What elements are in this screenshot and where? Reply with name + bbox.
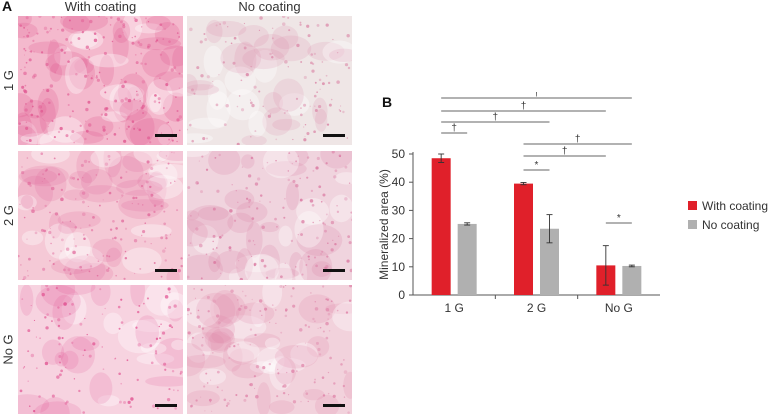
row-header-1g: 1 G — [0, 70, 16, 91]
error-bar — [464, 222, 471, 226]
error-bar — [520, 182, 527, 186]
row-header-nog: No G — [0, 334, 16, 365]
scale-bar — [323, 269, 345, 272]
row-header-2g: 2 G — [0, 205, 16, 226]
error-bar — [628, 264, 635, 268]
micrograph-1g-with-coating — [18, 16, 183, 145]
panel-b-label: B — [382, 94, 393, 110]
legend-swatch — [688, 220, 697, 229]
bar — [622, 265, 642, 295]
micrograph-nog-with-coating — [18, 285, 183, 414]
column-header-no-coating: No coating — [238, 0, 301, 14]
y-tick-label: 20 — [392, 232, 406, 246]
y-tick-label: 50 — [392, 147, 406, 161]
scale-bar — [323, 134, 345, 137]
y-axis-label: Mineralized area (%) — [377, 169, 391, 280]
y-tick-label: 10 — [392, 260, 406, 274]
significance-marker: † — [575, 134, 581, 145]
error-bar — [602, 245, 609, 286]
micrograph-2g-with-coating — [18, 151, 183, 280]
x-tick-label: No G — [605, 301, 633, 315]
significance-marker: † — [562, 146, 568, 157]
x-tick-label: 2 G — [527, 301, 546, 315]
panel-a-label: A — [2, 0, 13, 14]
error-bar — [438, 153, 445, 163]
legend-swatch — [688, 201, 697, 210]
y-tick-label: 40 — [392, 175, 406, 189]
scale-bar — [155, 269, 177, 272]
scale-bar — [155, 404, 177, 407]
bar — [540, 228, 559, 295]
y-tick-label: 0 — [398, 288, 405, 302]
column-header-with-coating: With coating — [64, 0, 137, 14]
micrograph-1g-no-coating — [187, 16, 352, 145]
bar — [431, 158, 451, 295]
error-bar — [546, 214, 553, 244]
legend-label: No coating — [702, 218, 759, 232]
x-tick-label: 1 G — [444, 301, 463, 315]
scale-bar — [323, 404, 345, 407]
significance-marker: † — [493, 112, 499, 123]
bar — [457, 223, 477, 295]
y-tick-label: 30 — [392, 203, 406, 217]
significance-marker: * — [617, 213, 621, 224]
bar — [514, 183, 533, 295]
significance-marker: † — [451, 123, 457, 134]
significance-marker: * — [535, 160, 539, 171]
significance-marker: † — [534, 92, 540, 99]
legend-label: With coating — [702, 199, 768, 213]
significance-marker: † — [521, 101, 527, 112]
scale-bar — [155, 134, 177, 137]
micrograph-nog-no-coating — [187, 285, 352, 414]
micrograph-2g-no-coating — [187, 151, 352, 280]
